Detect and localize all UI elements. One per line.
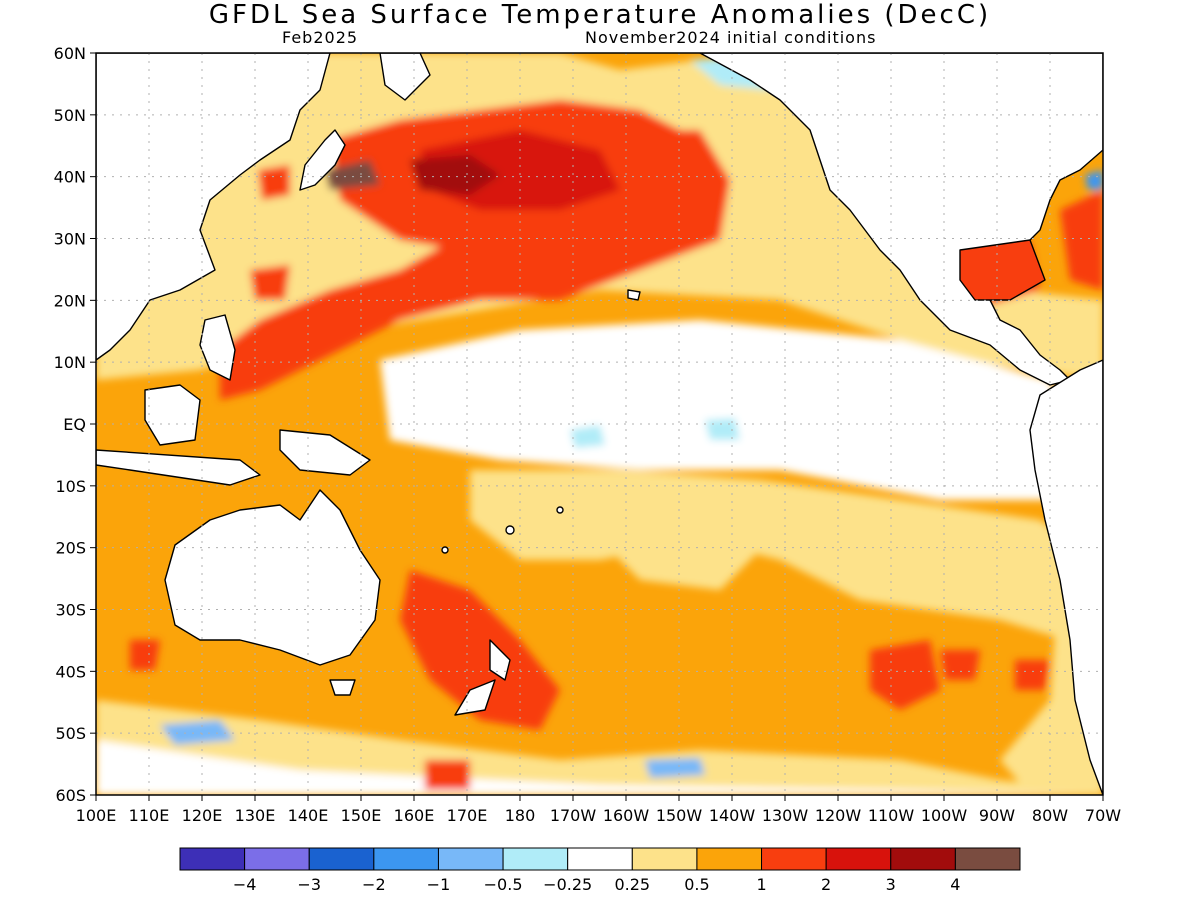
colorbar-swatch (244, 847, 310, 871)
lat-label: 20S (55, 539, 86, 558)
colorbar-label: −2 (362, 875, 386, 894)
colorbar-swatch (954, 847, 1021, 871)
lon-label: 150W (656, 806, 703, 825)
chart-title: GFDL Sea Surface Temperature Anomalies (… (208, 0, 992, 30)
colorbar-swatch (631, 847, 698, 871)
lat-label: 10N (54, 353, 86, 372)
colorbar-swatch (308, 847, 375, 871)
colorbar-swatch (890, 847, 956, 871)
initial-conditions: November2024 initial conditions (585, 28, 877, 47)
colorbar-swatch (437, 847, 504, 871)
lat-label: 60N (54, 44, 86, 63)
lon-label: 180 (505, 806, 536, 825)
lon-label: 140W (709, 806, 756, 825)
colorbar-label: 3 (886, 875, 896, 894)
lon-label: 130W (762, 806, 809, 825)
colorbar-label: −0.25 (543, 875, 592, 894)
colorbar-swatch (825, 847, 892, 871)
colorbar-label: 4 (950, 875, 960, 894)
lon-label: 110W (868, 806, 915, 825)
lon-label: 160E (394, 806, 435, 825)
lon-label: 100E (76, 806, 117, 825)
lon-label: 120E (182, 806, 223, 825)
lat-label: 20N (54, 291, 86, 310)
colorbar-swatch (502, 847, 569, 871)
latitude-axis: 60N 50N 40N 30N 20N 10N EQ 10S 20S 30S 40S 50S 60S (54, 44, 86, 805)
colorbar-label: 0.5 (684, 875, 709, 894)
colorbar-label: −1 (427, 875, 451, 894)
lat-label: 60S (55, 786, 86, 805)
lon-label: 170W (550, 806, 597, 825)
lat-label: 10S (55, 477, 86, 496)
lon-label: 160W (603, 806, 650, 825)
colorbar: −4 −3 −2 −1 −0.5 −0.25 0.25 0.5 1 2 3 4 (179, 847, 1021, 894)
lon-label: 90W (979, 806, 1015, 825)
lon-label: 170E (447, 806, 488, 825)
lon-label: 100W (921, 806, 968, 825)
lon-label: 150E (341, 806, 382, 825)
colorbar-label: −0.5 (484, 875, 523, 894)
lat-label: 40N (54, 168, 86, 187)
anomaly-field (96, 53, 1103, 795)
colorbar-label: 1 (756, 875, 766, 894)
lon-label: 70W (1085, 806, 1121, 825)
lat-label: 30S (55, 601, 86, 620)
colorbar-swatch (696, 847, 763, 871)
axis-ticks (90, 52, 1104, 801)
lon-label: 120W (815, 806, 862, 825)
lat-label: 50S (55, 724, 86, 743)
colorbar-label: 0.25 (614, 875, 650, 894)
colorbar-label: −3 (297, 875, 321, 894)
lon-label: 140E (288, 806, 329, 825)
colorbar-swatch (567, 847, 633, 871)
colorbar-label: 2 (821, 875, 831, 894)
lat-label: EQ (63, 415, 86, 434)
colorbar-swatch (373, 847, 439, 871)
colorbar-label: −4 (233, 875, 257, 894)
longitude-axis: 100E 110E 120E 130E 140E 150E 160E 170E 180 170W 1… (76, 806, 1122, 825)
lat-label: 50N (54, 106, 86, 125)
lon-label: 110E (129, 806, 170, 825)
forecast-month: Feb2025 (282, 28, 359, 47)
colorbar-swatch (179, 847, 246, 871)
colorbar-swatch (761, 847, 827, 871)
lat-label: 40S (55, 662, 86, 681)
lon-label: 130E (235, 806, 276, 825)
land (96, 53, 1103, 795)
lat-label: 30N (54, 230, 86, 249)
lon-label: 80W (1032, 806, 1068, 825)
